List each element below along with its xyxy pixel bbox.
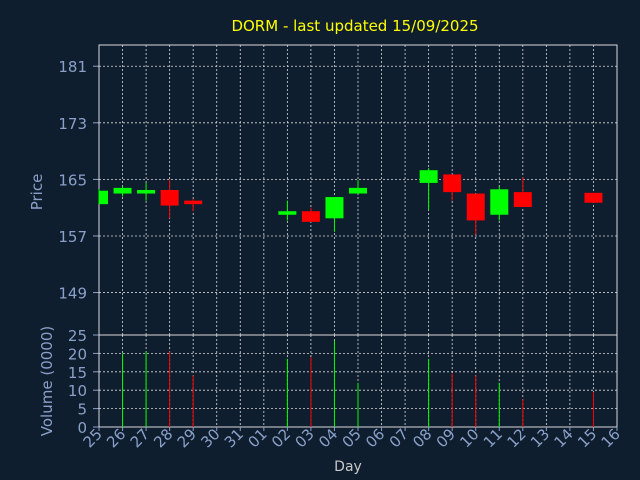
candle-body <box>513 192 532 207</box>
candle-body <box>278 211 297 215</box>
price-panel: 149 157 165 173 181 <box>58 44 618 336</box>
volume-axis-label: Volume (0000) <box>38 326 56 436</box>
x-axis-label: Day <box>334 459 362 475</box>
price-axis-label: Price <box>28 174 46 211</box>
candle-body <box>349 187 367 194</box>
candle-body <box>184 200 203 205</box>
volume-tick-label: 0 <box>77 419 87 437</box>
price-tick-label: 173 <box>58 115 87 133</box>
candle-body <box>99 190 108 205</box>
price-tick-label: 165 <box>58 171 87 189</box>
candle-body <box>325 197 344 219</box>
candle-body <box>137 190 156 194</box>
candle-body <box>160 190 179 206</box>
volume-tick-label: 15 <box>68 364 87 382</box>
price-tick-label: 149 <box>58 285 87 303</box>
chart-title: DORM - last updated 15/09/2025 <box>231 17 478 35</box>
candle-body <box>466 193 485 221</box>
candle-body <box>419 170 438 183</box>
price-tick-label: 181 <box>58 58 87 76</box>
candle-body <box>301 211 320 222</box>
candle-body <box>113 187 132 194</box>
volume-tick-label: 10 <box>68 382 87 400</box>
candle-body <box>490 189 509 215</box>
candle-body <box>584 192 603 203</box>
price-tick-label: 157 <box>58 228 87 246</box>
volume-tick-label: 5 <box>77 401 87 419</box>
volume-tick-label: 25 <box>68 327 87 345</box>
candle-body <box>443 174 462 193</box>
volume-tick-label: 20 <box>68 345 87 363</box>
